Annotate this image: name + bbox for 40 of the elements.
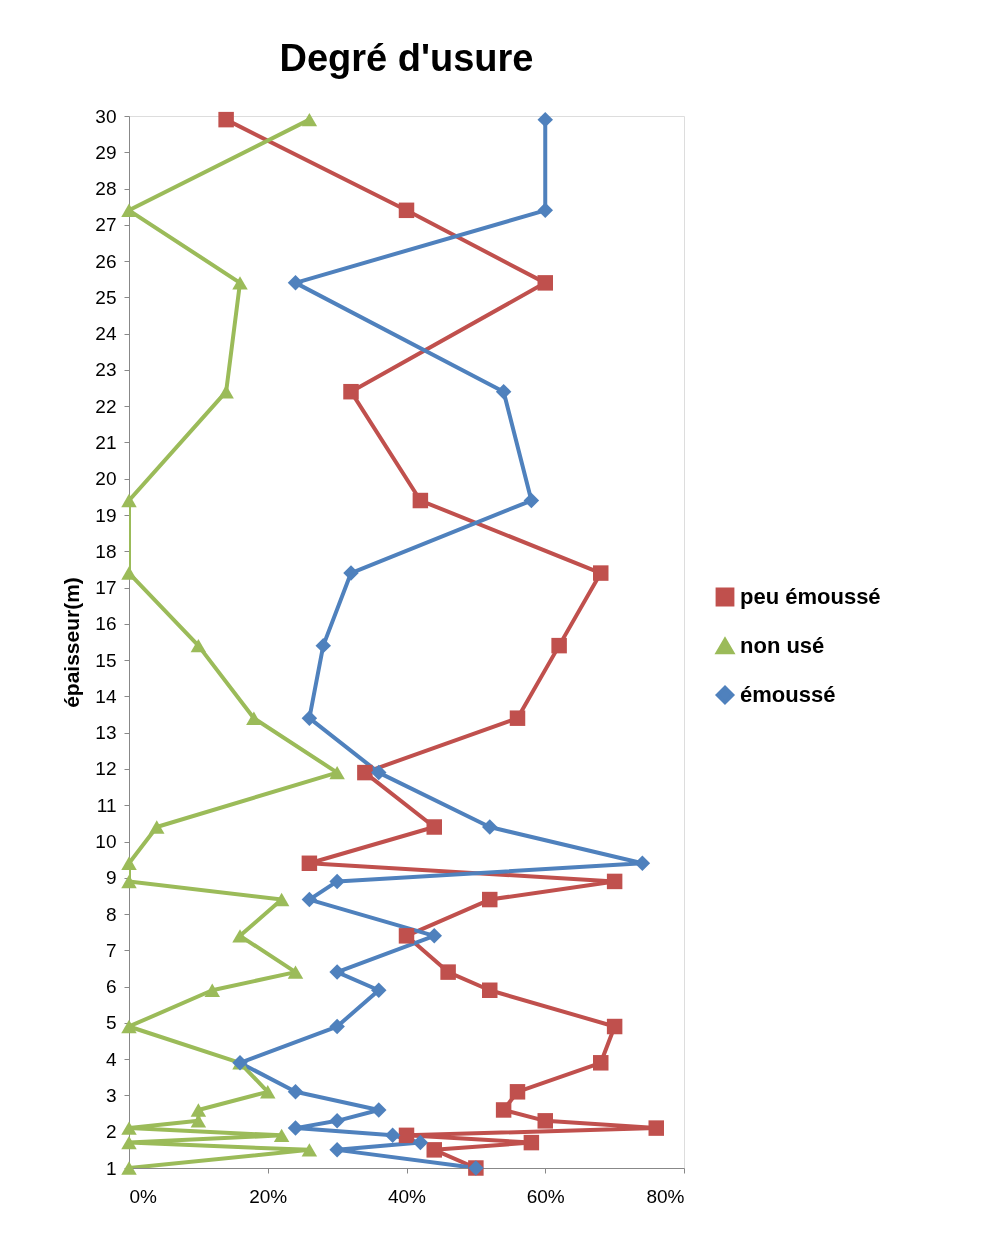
y-tick-label: 21 (95, 431, 117, 453)
y-tick-label: 23 (95, 359, 117, 381)
y-tick-label: 27 (95, 214, 117, 236)
y-tick-label: 3 (105, 1084, 117, 1106)
y-tick-label: 6 (105, 976, 117, 998)
legend-label: émoussé (740, 682, 836, 707)
y-tick-label: 4 (105, 1048, 117, 1070)
y-tick-label: 8 (105, 903, 117, 925)
y-tick-label: 29 (95, 141, 117, 163)
y-tick-label: 12 (95, 758, 117, 780)
y-axis-title: épaisseur(m) (60, 577, 84, 708)
y-tick-label: 19 (95, 504, 117, 526)
y-tick-label: 2 (105, 1121, 117, 1143)
y-tick-label: 14 (95, 685, 117, 707)
x-tick-label: 80% (646, 1185, 685, 1207)
y-tick-label: 24 (95, 323, 117, 345)
y-tick-label: 15 (95, 649, 117, 671)
y-tick-label: 30 (95, 105, 117, 127)
y-tick-label: 11 (96, 794, 117, 816)
x-tick-label: 60% (526, 1185, 565, 1207)
y-tick-label: 13 (95, 722, 117, 744)
x-tick-label: 0% (129, 1185, 158, 1207)
y-tick-label: 1 (105, 1157, 117, 1179)
legend-label: non usé (740, 633, 825, 658)
chart-title: Degré d'usure (279, 37, 534, 79)
y-tick-label: 22 (95, 395, 117, 417)
x-tick-label: 40% (387, 1185, 427, 1207)
y-tick-label: 7 (105, 939, 117, 961)
y-tick-label: 26 (95, 250, 117, 272)
x-tick-label: 20% (249, 1185, 288, 1207)
legend-label: peu émoussé (740, 584, 881, 609)
y-tick-label: 10 (95, 831, 117, 853)
y-tick-label: 18 (95, 540, 117, 562)
y-tick-label: 16 (95, 613, 117, 635)
y-tick-label: 5 (105, 1012, 117, 1034)
y-tick-label: 9 (105, 867, 117, 889)
y-tick-label: 20 (95, 468, 117, 490)
y-tick-label: 17 (95, 577, 117, 599)
y-tick-label: 25 (95, 286, 117, 308)
y-tick-label: 28 (95, 178, 117, 200)
